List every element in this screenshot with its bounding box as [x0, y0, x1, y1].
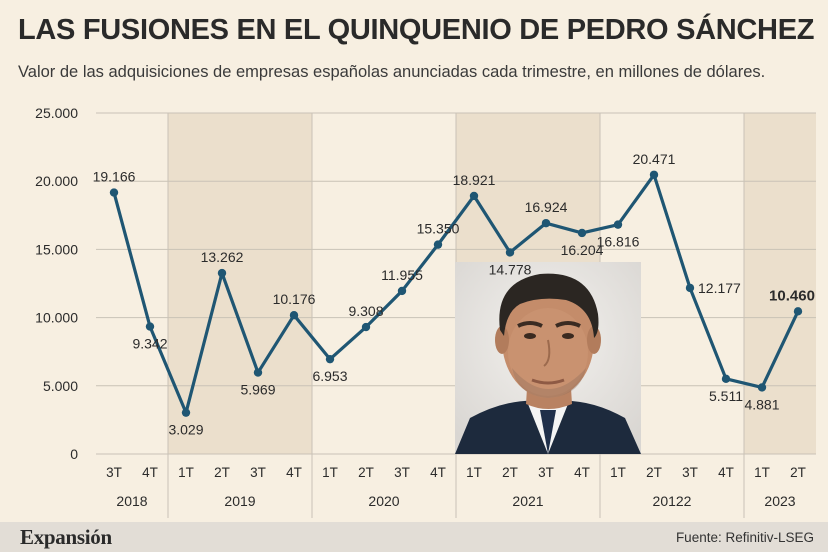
x-tick-label: 2T [790, 465, 806, 480]
chart-subtitle: Valor de las adquisiciones de empresas e… [18, 63, 766, 81]
data-label: 13.262 [201, 249, 244, 265]
x-tick-label: 2T [646, 465, 662, 480]
y-axis-tick-labels: 0 5.000 10.000 15.000 20.000 25.000 [35, 105, 78, 462]
data-label: 5.969 [240, 382, 275, 398]
source-note: Fuente: Refinitiv-LSEG [675, 530, 814, 545]
y-tick-label: 25.000 [35, 105, 78, 121]
x-tick-label: 1T [322, 465, 338, 480]
data-label: 12.177 [698, 280, 741, 296]
data-point [217, 268, 227, 278]
year-label: 20122 [653, 493, 692, 509]
y-tick-label: 5.000 [43, 378, 78, 394]
data-label: 6.953 [312, 368, 347, 384]
footer-bar: Expansión Fuente: Refinitiv-LSEG [0, 522, 828, 552]
portrait-photo-icon [455, 262, 641, 454]
data-label: 20.471 [633, 151, 676, 167]
year-label: 2019 [224, 493, 255, 509]
data-label: 3.029 [168, 422, 203, 438]
data-point [253, 368, 263, 377]
data-label: 9.342 [132, 336, 167, 352]
x-tick-label: 2T [502, 465, 518, 480]
series-points [109, 170, 803, 417]
year-label: 2021 [512, 493, 543, 509]
x-axis-tick-labels: 3T 4T 1T 2T 3T 4T 1T 2T 3T 4T 1T 2T 3T 4T 1T 2T 3T 4T 1T 2T [106, 465, 806, 480]
data-point [577, 228, 587, 238]
data-point [649, 170, 659, 179]
y-tick-label: 0 [70, 446, 78, 462]
data-label: 10.460 [769, 287, 815, 304]
brand-logo: Expansión [20, 525, 112, 549]
data-point [505, 248, 515, 257]
data-label: 10.176 [273, 291, 316, 307]
series-line [112, 173, 800, 415]
year-label: 2020 [368, 493, 399, 509]
x-tick-label: 1T [610, 465, 626, 480]
x-tick-label: 1T [178, 465, 194, 480]
data-label: 9.308 [348, 303, 383, 319]
data-point [397, 286, 407, 296]
year-label: 2023 [764, 493, 795, 509]
data-point [469, 191, 479, 201]
data-label: 14.778 [489, 261, 532, 277]
x-tick-label: 3T [250, 465, 266, 480]
data-point [433, 240, 443, 249]
x-tick-label: 4T [286, 465, 302, 480]
x-tick-label: 4T [430, 465, 446, 480]
chart-title: LAS FUSIONES EN EL QUINQUENIO DE PEDRO S… [18, 14, 815, 46]
data-point [793, 307, 803, 316]
data-label: 11.955 [381, 267, 423, 283]
data-point [613, 220, 623, 229]
data-label: 18.921 [453, 172, 496, 188]
data-label: 15.350 [417, 221, 460, 237]
x-tick-label: 3T [538, 465, 554, 480]
data-label: 19.166 [93, 169, 136, 185]
data-point [109, 188, 119, 197]
data-point [361, 322, 371, 332]
data-point [145, 322, 155, 331]
x-axis-year-labels: 2018 2019 2020 2021 20122 2023 [116, 493, 795, 509]
x-tick-label: 4T [142, 465, 158, 480]
x-tick-label: 1T [754, 465, 770, 480]
x-tick-label: 3T [106, 465, 122, 480]
data-label: 16.924 [525, 199, 568, 215]
year-band [168, 113, 312, 454]
x-tick-label: 1T [466, 465, 482, 480]
data-point [721, 374, 731, 384]
x-tick-label: 4T [574, 465, 590, 480]
data-point [541, 218, 551, 228]
y-tick-label: 10.000 [35, 310, 78, 326]
x-tick-label: 2T [214, 465, 230, 480]
data-label: 16.204 [561, 242, 604, 258]
y-tick-label: 15.000 [35, 241, 78, 257]
x-tick-label: 4T [718, 465, 734, 480]
data-point [685, 283, 695, 293]
data-labels: 19.166 9.342 3.029 13.262 5.969 10.176 6.953 9.… [93, 151, 815, 438]
year-label: 2018 [116, 493, 147, 509]
data-point [289, 310, 299, 320]
data-point [325, 354, 335, 364]
data-point [181, 408, 191, 417]
x-tick-label: 3T [682, 465, 698, 480]
data-label: 5.511 [709, 388, 743, 404]
year-band [744, 113, 816, 454]
line-chart: 0 5.000 10.000 15.000 20.000 25.000 [35, 105, 816, 518]
data-label: 16.816 [597, 234, 640, 250]
y-tick-label: 20.000 [35, 173, 78, 189]
x-tick-label: 3T [394, 465, 410, 480]
data-point [757, 383, 767, 392]
x-tick-label: 2T [358, 465, 374, 480]
data-label: 4.881 [744, 396, 779, 412]
series-polyline [112, 173, 800, 415]
